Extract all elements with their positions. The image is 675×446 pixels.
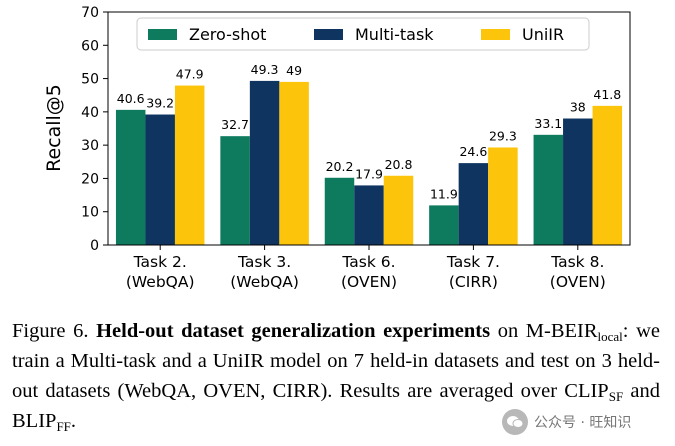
x-tick-sublabel: (WebQA) [230, 273, 299, 291]
legend-box [136, 17, 590, 51]
x-tick-label: Task 3. [237, 253, 291, 271]
y-tick-label: 0 [90, 238, 99, 254]
y-tick-label: 70 [81, 5, 99, 21]
x-tick-sublabel: (OVEN) [341, 273, 397, 291]
bar-value-label: 29.3 [489, 128, 517, 143]
legend-label: Zero-shot [189, 25, 266, 44]
caption-figure-label: Figure 6. [12, 320, 89, 342]
legend-label: Multi-task [355, 25, 434, 44]
bar-value-label: 40.6 [117, 91, 145, 106]
bar-multi-task [563, 118, 593, 245]
plot-frame [107, 11, 631, 246]
bar-zero-shot [220, 136, 250, 245]
legend-swatch-uniir [481, 29, 510, 40]
bar-chart: 40.6 39.247.9 32.7 49.3 49 20.217.920.8 11.9 24… [43, 5, 631, 291]
x-tick-sublabel: (OVEN) [550, 273, 606, 291]
bar-multi-task [249, 80, 280, 245]
y-tick-label: 10 [81, 205, 99, 221]
watermark: 公众号 · 旺知识 [498, 405, 674, 439]
bar-value-label: 33.1 [534, 116, 562, 131]
bar-value-label: 17.9 [355, 166, 383, 181]
x-tick-label: Task 8. [550, 253, 604, 271]
caption-sub-sf: SF [608, 389, 624, 404]
bar-value-label: 49 [286, 63, 302, 78]
bar-uniir [383, 175, 414, 245]
wechat-logo-icon [502, 409, 528, 435]
bar-value-label: 32.7 [221, 117, 249, 132]
figure-caption: Figure 6. Held-out dataset generalizatio… [12, 316, 660, 436]
bar-zero-shot [324, 177, 355, 245]
y-tick-label: 20 [81, 171, 99, 187]
y-tick-label: 40 [81, 105, 99, 121]
bar-value-label: 20.8 [385, 157, 413, 172]
bar-uniir [592, 105, 623, 245]
bar-uniir [174, 85, 205, 245]
bar-zero-shot [115, 109, 146, 245]
x-tick-label: Task 7. [446, 253, 500, 271]
bar-multi-task [354, 185, 384, 245]
bar-uniir [488, 147, 518, 245]
y-tick-label: 30 [81, 138, 99, 154]
bar-value-label: 47.9 [176, 67, 204, 82]
bar-zero-shot [429, 205, 459, 245]
caption-sub-ff: FF [56, 419, 71, 434]
bar-value-label: 11.9 [430, 186, 458, 201]
x-tick-label: Task 2. [133, 253, 187, 271]
bar-zero-shot [533, 134, 564, 245]
caption-text-2: : we train a Multi-task and a UniIR mode… [12, 320, 660, 402]
caption-text-4: . [70, 410, 77, 432]
bar-value-label: 38 [570, 100, 586, 115]
caption-title: Held-out dataset generalization experime… [96, 320, 491, 342]
bar-multi-task [145, 114, 175, 246]
y-tick-label: 60 [81, 38, 99, 54]
bar-value-label: 49.3 [251, 62, 279, 77]
x-tick-sublabel: (WebQA) [126, 273, 195, 291]
bar-value-label: 41.8 [593, 87, 621, 102]
watermark-text: 公众号 · 旺知识 [534, 415, 632, 431]
bar-uniir [279, 81, 309, 246]
legend-label: UniIR [522, 25, 564, 44]
y-tick-label: 50 [81, 72, 99, 88]
x-tick-label: Task 6. [341, 253, 395, 271]
legend-swatch-zero-shot [148, 29, 177, 40]
bar-value-label: 39.2 [146, 96, 174, 111]
caption-sub-local: local [597, 329, 623, 344]
bar-multi-task [458, 163, 489, 245]
y-axis-label: Recall@5 [43, 84, 65, 172]
bar-value-label: 24.6 [459, 144, 487, 159]
bar-value-label: 20.2 [326, 159, 354, 174]
caption-text-3: and BLIP [12, 380, 661, 432]
x-tick-sublabel: (CIRR) [449, 273, 498, 291]
legend-swatch-multi-task [314, 29, 343, 40]
caption-text-1: on M-BEIR [490, 320, 598, 342]
